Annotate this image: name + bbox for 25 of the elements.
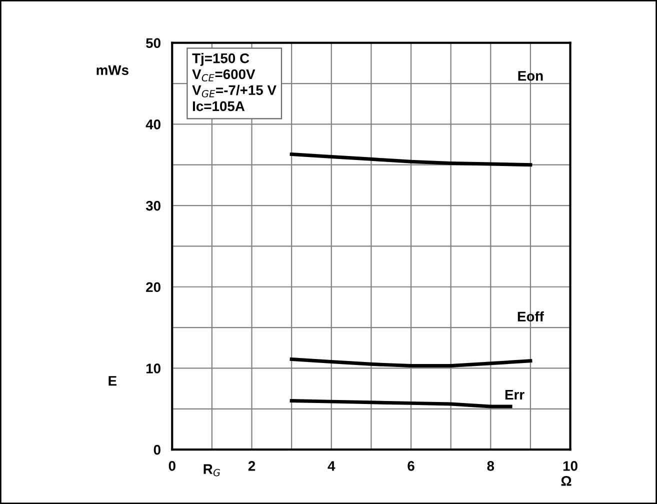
- x-tick-label: 6: [408, 461, 414, 471]
- line-series: [290, 152, 532, 167]
- series-label: Err: [505, 390, 524, 400]
- annotation: Tj=150 C: [192, 53, 250, 66]
- x-tick-label: 8: [487, 461, 494, 471]
- text: Ω: [561, 476, 572, 486]
- y-tick-label: 10: [146, 364, 160, 374]
- annotation: V$_{GE}$=-7/+15 V: [192, 84, 276, 98]
- y-axis-title: E: [108, 376, 116, 386]
- x-tick-label: 2: [248, 461, 256, 471]
- text: Eon: [518, 71, 543, 81]
- y-tick-label: 40: [146, 120, 160, 130]
- y-tick-label: 20: [146, 282, 160, 292]
- y-tick-label: 0: [154, 444, 160, 455]
- text: Eoff: [518, 311, 544, 322]
- y-tick-label: 50: [146, 38, 160, 48]
- x-tick-label: 0: [168, 461, 176, 471]
- x-axis-title: R$_{G}$: [204, 464, 220, 476]
- text: mWs: [96, 65, 128, 76]
- x-tick-label: 4: [328, 461, 336, 471]
- annotation: V$_{CE}$=600V: [192, 69, 256, 82]
- y-tick-label: 30: [146, 200, 160, 211]
- x-tick-label: 10: [563, 461, 578, 471]
- annotation: Ic=105A: [192, 101, 245, 112]
- line-series: [290, 358, 532, 368]
